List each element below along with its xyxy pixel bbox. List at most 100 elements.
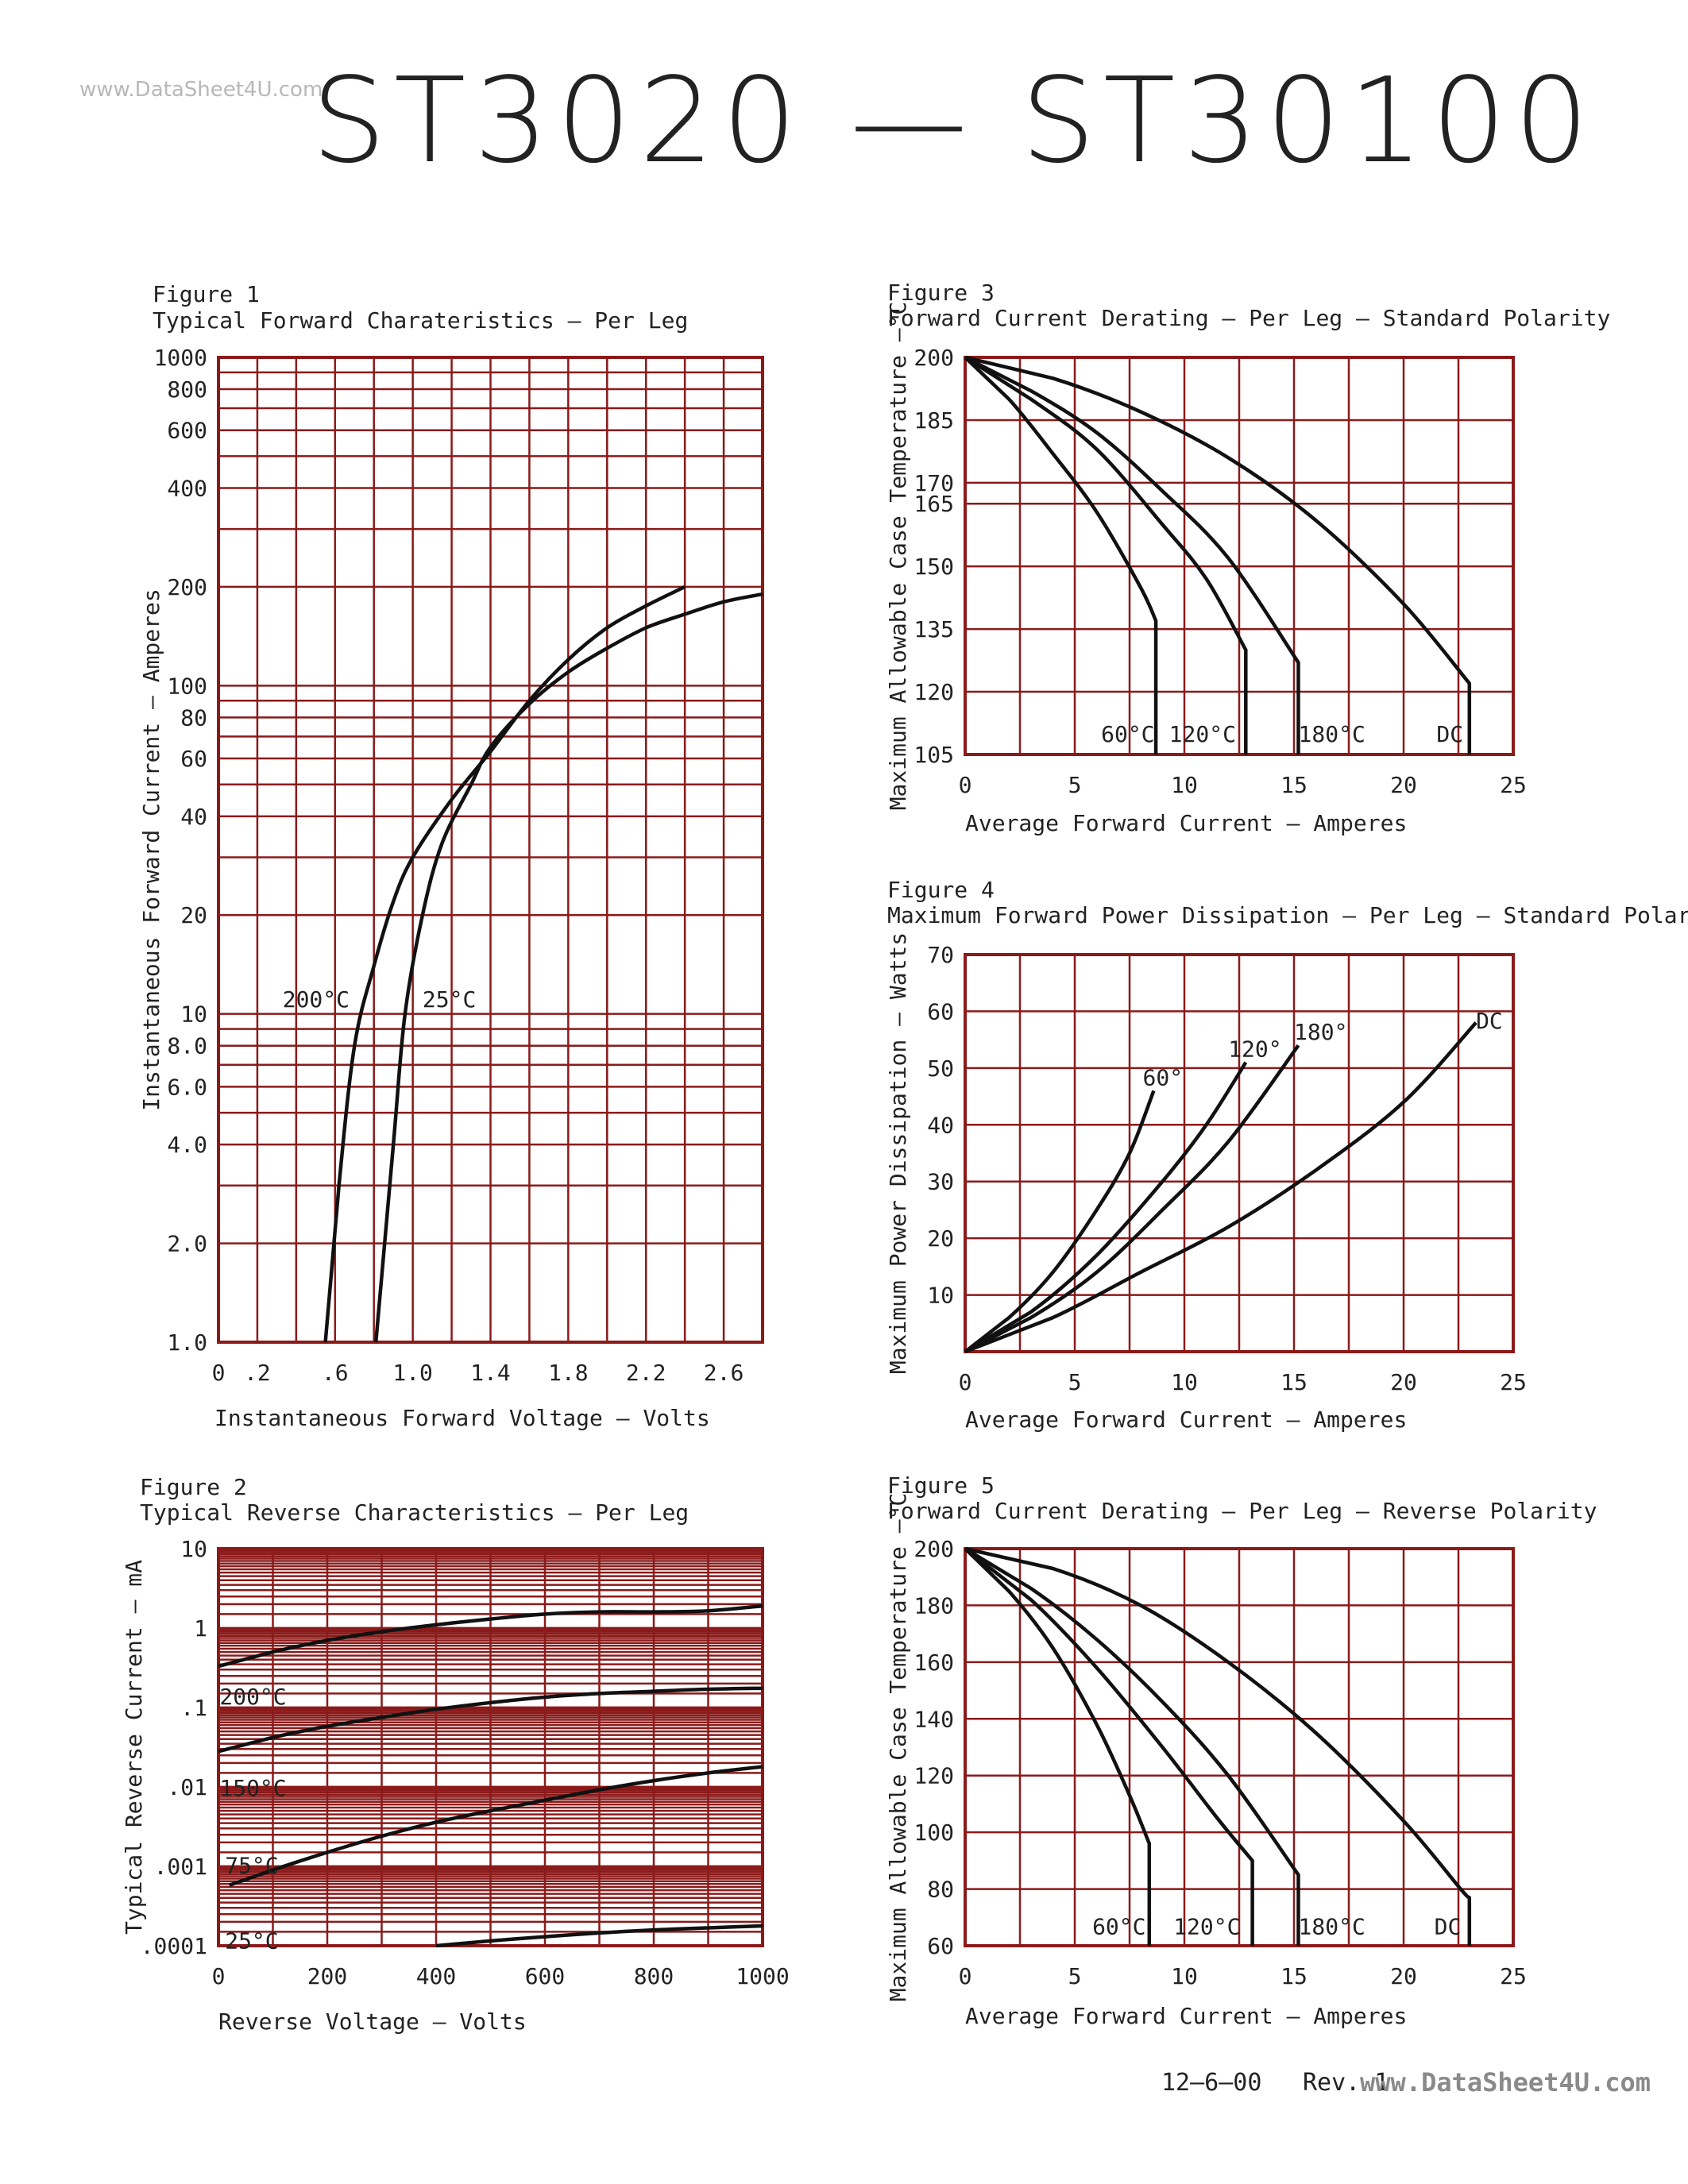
y-tick-label: 80	[180, 704, 207, 731]
footer-rev: Rev. 1	[1303, 2069, 1389, 2097]
x-tick-label: 15	[1280, 772, 1308, 798]
x-tick-label: 10	[1171, 1369, 1198, 1395]
chart-title: Forward Current Derating — Per Leg — Rev…	[887, 1498, 1597, 1524]
curve-label: 25°C	[225, 1928, 278, 1954]
x-tick-label: .6	[322, 1360, 349, 1386]
y-tick-label: 60	[180, 746, 207, 772]
x-tick-label: 1.0	[392, 1360, 433, 1386]
x-axis-label: Average Forward Current — Amperes	[965, 810, 1407, 836]
x-tick-label: 15	[1280, 1369, 1308, 1395]
x-tick-label: 25	[1500, 1369, 1527, 1395]
y-tick-label: 800	[167, 376, 207, 403]
x-tick-label: .2	[244, 1360, 271, 1386]
series-line-1	[218, 1686, 763, 1754]
y-tick-label: 20	[180, 902, 207, 928]
curve-label: 60°C	[1101, 721, 1154, 747]
y-tick-label: 200	[914, 1536, 954, 1562]
y-tick-label: .001	[154, 1854, 207, 1880]
plot-frame	[964, 1547, 1515, 1947]
curve-label: DC	[1476, 1008, 1503, 1034]
x-tick-label: 0	[959, 1963, 972, 1989]
y-tick-label: 1.0	[167, 1329, 207, 1356]
series-line-1	[964, 1547, 1254, 1946]
y-tick-label: 50	[927, 1055, 954, 1082]
curve-label: 200°C	[219, 1684, 286, 1710]
y-tick-label: 70	[927, 942, 954, 968]
y-tick-label: 120	[914, 679, 954, 705]
figure-label: Figure 4	[887, 877, 995, 903]
y-tick-label: 100	[914, 1819, 954, 1846]
y-tick-label: 6.0	[167, 1074, 207, 1100]
series-line-0	[964, 1090, 1156, 1353]
y-tick-label: 2.0	[167, 1231, 207, 1257]
y-tick-label: 40	[180, 804, 207, 830]
footer-date: 12—6—00	[1161, 2069, 1262, 2097]
y-tick-label: 160	[914, 1650, 954, 1676]
x-tick-label: 5	[1068, 1369, 1082, 1395]
y-tick-label: 30	[927, 1169, 954, 1195]
y-tick-label: 400	[167, 475, 207, 501]
series-line-2	[228, 1765, 763, 1887]
plot-frame	[217, 1547, 764, 1947]
curve-label: DC	[1435, 1914, 1462, 1940]
series-line-1	[964, 1061, 1248, 1353]
y-tick-label: 180	[914, 1592, 954, 1619]
curve-label: 75°C	[225, 1853, 278, 1879]
x-tick-label: 0	[959, 772, 972, 798]
x-tick-label: 20	[1390, 1963, 1417, 1989]
series-line-3	[964, 1546, 1472, 1946]
y-tick-label: .01	[167, 1774, 207, 1800]
y-tick-label: 135	[914, 616, 954, 642]
curve-label: 60°C	[1092, 1914, 1145, 1940]
curve-label: 120°	[1228, 1036, 1281, 1063]
y-axis-label: Maximum Power Dissipation — Watts	[885, 932, 911, 1374]
curve-label: 180°C	[1299, 1914, 1365, 1940]
y-tick-label: 60	[927, 1933, 954, 1959]
chart-title: Typical Reverse Characteristics — Per Le…	[140, 1499, 689, 1526]
curve-label: 180°	[1294, 1019, 1347, 1045]
series-line-0	[964, 1547, 1152, 1946]
curve-label: 150°C	[219, 1775, 286, 1801]
series-line-2	[964, 1044, 1300, 1353]
x-tick-label: 5	[1068, 772, 1082, 798]
x-tick-label: 20	[1390, 1369, 1417, 1395]
y-tick-label: 150	[914, 554, 954, 580]
series-line-0	[218, 1603, 763, 1669]
y-tick-label: .0001	[141, 1933, 207, 1959]
x-axis-label: Reverse Voltage — Volts	[218, 2008, 527, 2035]
y-tick-label: 10	[180, 1001, 207, 1028]
y-tick-label: 105	[914, 742, 954, 768]
x-tick-label: 2.6	[704, 1360, 744, 1386]
figure-label: Figure 2	[140, 1474, 247, 1500]
y-tick-label: 60	[927, 998, 954, 1024]
x-tick-label: 0	[212, 1963, 226, 1989]
series-line-1	[964, 356, 1248, 754]
x-tick-label: 25	[1500, 772, 1527, 798]
y-tick-label: 170	[914, 470, 954, 496]
plot-frame	[217, 356, 764, 1344]
x-tick-label: 200	[307, 1963, 348, 1989]
y-tick-label: .1	[180, 1695, 207, 1721]
x-tick-label: 0	[959, 1369, 972, 1395]
series-line-0	[323, 585, 686, 1343]
y-tick-label: 185	[914, 407, 954, 434]
y-tick-label: 200	[914, 345, 954, 371]
x-tick-label: 5	[1068, 1963, 1082, 1989]
plot-frame	[964, 953, 1515, 1353]
x-tick-label: 400	[416, 1963, 457, 1989]
plot-frame	[964, 356, 1515, 756]
y-tick-label: 40	[927, 1112, 954, 1138]
y-axis-label: Maximum Allowable Case Temperature —°C	[885, 302, 911, 811]
y-axis-label: Maximum Allowable Case Temperature —°C	[885, 1493, 911, 2002]
figure-label: Figure 3	[887, 280, 995, 306]
curve-label: 60°	[1143, 1064, 1184, 1090]
x-tick-label: 1000	[736, 1963, 789, 1989]
y-tick-label: 1	[194, 1615, 207, 1642]
curve-label: 200°C	[283, 986, 350, 1013]
x-tick-label: 1.4	[470, 1360, 511, 1386]
